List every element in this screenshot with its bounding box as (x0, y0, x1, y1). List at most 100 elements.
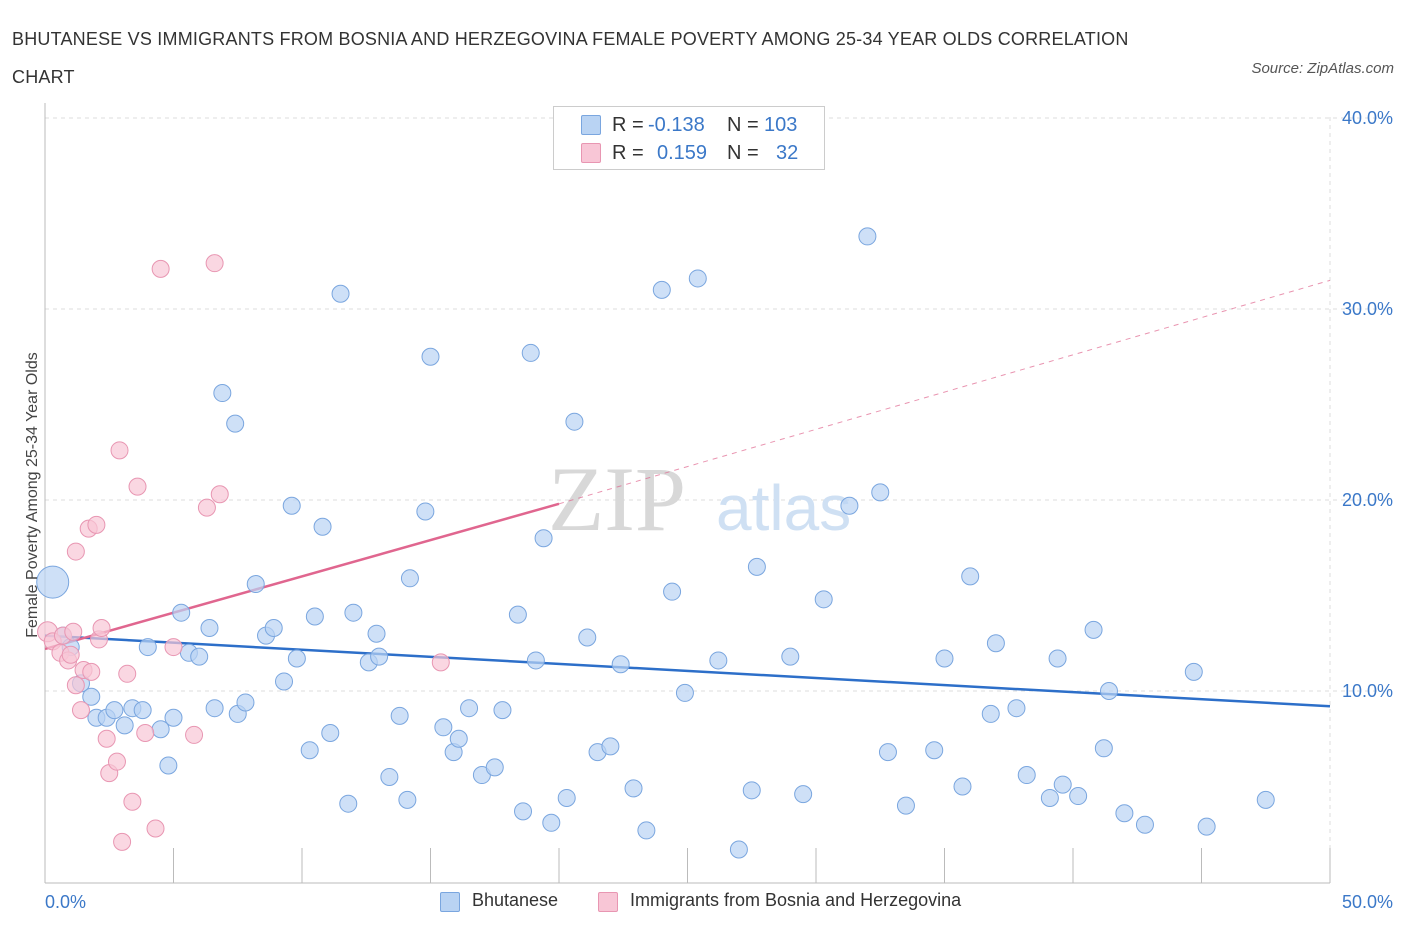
bhutanese-point (1084, 620, 1103, 639)
bhutanese-point (485, 758, 504, 777)
bosnia-point (87, 515, 106, 534)
bhutanese-point (287, 649, 306, 668)
bhutanese-point (367, 624, 386, 643)
bhutanese-point (729, 840, 748, 859)
y-tick-label: 20.0% (1342, 490, 1393, 510)
bhutanese-point (264, 618, 283, 637)
bosnia-point (185, 725, 204, 744)
bhutanese-point (82, 687, 101, 706)
bosnia-point (82, 662, 101, 681)
bhutanese-point (814, 590, 833, 609)
bhutanese-point (871, 483, 890, 502)
bhutanese-point (400, 569, 419, 588)
r-label: R = (612, 142, 644, 164)
bosnia-point (210, 485, 229, 504)
bosnia-point (107, 752, 126, 771)
bhutanese-point (1197, 817, 1216, 836)
chart-title: BHUTANESE VS IMMIGRANTS FROM BOSNIA AND … (12, 29, 1129, 87)
bhutanese-point (534, 529, 553, 548)
y-tick-label: 10.0% (1342, 681, 1393, 701)
points-layer (36, 227, 1275, 859)
bosnia-point (66, 676, 85, 695)
bhutanese-point (138, 638, 157, 657)
bhutanese-point (398, 790, 417, 809)
bosnia-point (197, 498, 216, 517)
y-tick-label: 30.0% (1342, 299, 1393, 319)
source-label: Source: ZipAtlas.com (1251, 60, 1394, 77)
bhutanese-point (1053, 775, 1072, 794)
bhutanese-point (380, 767, 399, 786)
bhutanese-point (344, 603, 363, 622)
bhutanese-point (508, 605, 527, 624)
bhutanese-point (226, 414, 245, 433)
bosnia-point (61, 645, 80, 664)
bhutanese-point (421, 347, 440, 366)
bosnia-point (164, 638, 183, 657)
stats-row-bhutanese: R = -0.138 N = 103 (554, 111, 824, 139)
bosnia-point (123, 792, 142, 811)
bhutanese-point (339, 794, 358, 813)
bosnia-point (146, 819, 165, 838)
stats-row-bosnia: R = 0.159 N = 32 (554, 139, 824, 167)
legend-label: Bhutanese (472, 890, 559, 910)
bosnia-point (113, 832, 132, 851)
bosnia-trendline (44, 502, 560, 651)
bhutanese-point (275, 672, 294, 691)
bhutanese-point (578, 628, 597, 647)
bhutanese-point (1069, 787, 1088, 806)
bhutanese-point (449, 729, 468, 748)
bhutanese-point (624, 779, 643, 798)
x-tick-label: 50.0% (1342, 892, 1393, 912)
n-value: 103 (764, 114, 798, 136)
bosnia-point (97, 729, 116, 748)
bhutanese-point (205, 699, 224, 718)
bhutanese-point (1256, 790, 1275, 809)
trend-layer (44, 279, 1331, 708)
legend-label: Immigrants from Bosnia and Herzegovina (630, 890, 962, 910)
bhutanese-point (213, 384, 232, 403)
bosnia-point (64, 622, 83, 641)
bhutanese-point (896, 796, 915, 815)
bhutanese-point (1040, 788, 1059, 807)
bhutanese-point (434, 718, 453, 737)
watermark-atlas: atlas (716, 472, 851, 544)
bhutanese-point (236, 693, 255, 712)
bhutanese-point (840, 496, 859, 515)
x-tick-label: 0.0% (45, 892, 86, 912)
bosnia-point (118, 664, 137, 683)
axes-layer (44, 103, 1331, 884)
bhutanese-point (1048, 649, 1067, 668)
bosnia-swatch (598, 892, 618, 912)
bhutanese-point (925, 741, 944, 760)
bhutanese-point (115, 716, 134, 735)
bhutanese-point (1007, 699, 1026, 718)
bhutanese-point (557, 788, 576, 807)
bosnia-point (205, 254, 224, 273)
n-label: N = (727, 142, 759, 164)
bhutanese-point (981, 704, 1000, 723)
bhutanese-swatch (581, 115, 601, 135)
bhutanese-point (300, 741, 319, 760)
bosnia-point (66, 542, 85, 561)
watermark: ZIP atlas (548, 448, 851, 550)
bhutanese-point (1094, 739, 1113, 758)
bhutanese-point (601, 737, 620, 756)
bosnia-point (71, 701, 90, 720)
bosnia-point (128, 477, 147, 496)
bhutanese-point (663, 582, 682, 601)
bhutanese-point (172, 603, 191, 622)
bhutanese-point (935, 649, 954, 668)
bhutanese-point (246, 575, 265, 594)
bhutanese-point (36, 565, 70, 599)
bhutanese-point (282, 496, 301, 515)
bhutanese-swatch (440, 892, 460, 912)
bhutanese-point (878, 743, 897, 762)
n-label: N = (727, 114, 759, 136)
bhutanese-point (460, 699, 479, 718)
bhutanese-point (521, 343, 540, 362)
bhutanese-point (1115, 804, 1134, 823)
bhutanese-point (709, 651, 728, 670)
bosnia-point (110, 441, 129, 460)
bhutanese-point (514, 802, 533, 821)
